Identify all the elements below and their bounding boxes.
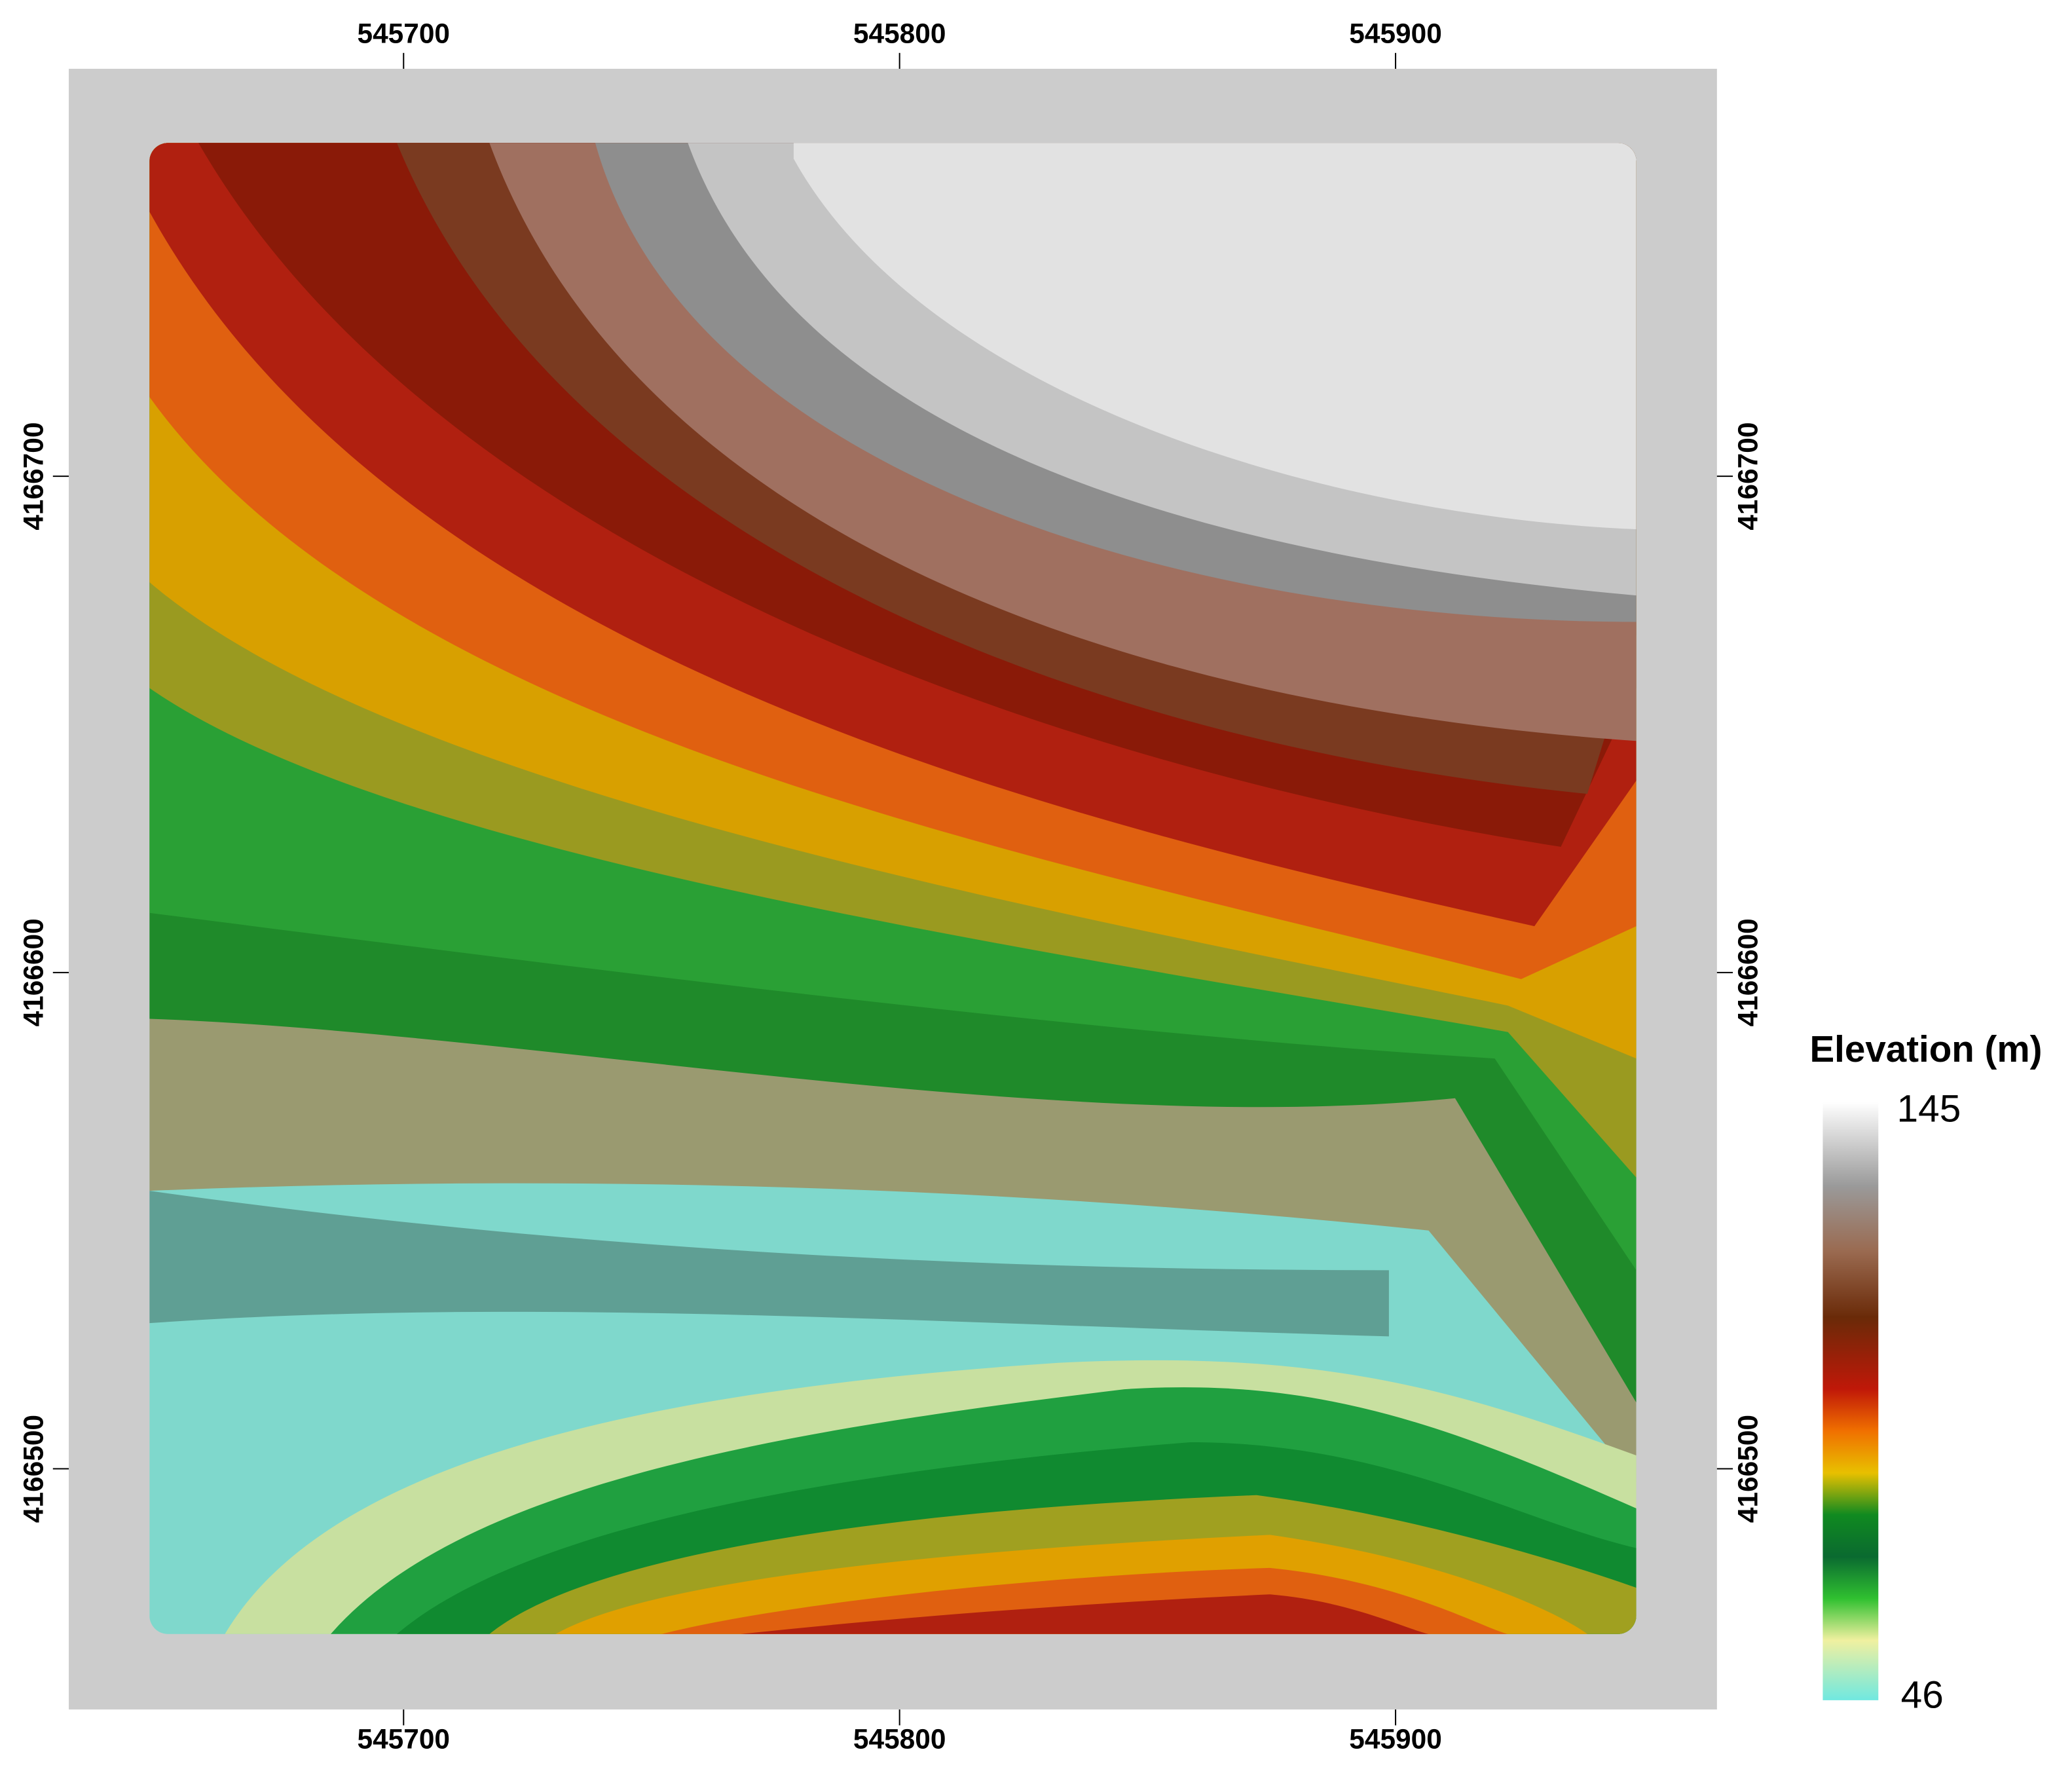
legend-min: 46 [1901, 1673, 1944, 1716]
x-tick-label: 545900 [1349, 1724, 1442, 1755]
legend-max: 145 [1897, 1087, 1961, 1130]
x-tick-label: 545700 [358, 18, 451, 49]
y-tick-label: 4166700 [1733, 422, 1764, 531]
legend-title: Elevation (m) [1809, 1028, 2042, 1070]
y-tick-label: 4166500 [18, 1415, 49, 1523]
x-tick-label: 545700 [358, 1724, 451, 1755]
legend-color-bar [1822, 1102, 1879, 1700]
x-tick-label: 545800 [853, 1724, 946, 1755]
elevation-surface [149, 143, 1637, 1634]
x-tick-label: 545900 [1349, 18, 1442, 49]
y-tick-label: 4166500 [1733, 1415, 1764, 1523]
y-tick-label: 4166600 [1733, 918, 1764, 1026]
y-tick-label: 4166700 [18, 422, 49, 531]
y-tick-label: 4166600 [18, 918, 49, 1026]
x-tick-label: 545800 [853, 18, 946, 49]
